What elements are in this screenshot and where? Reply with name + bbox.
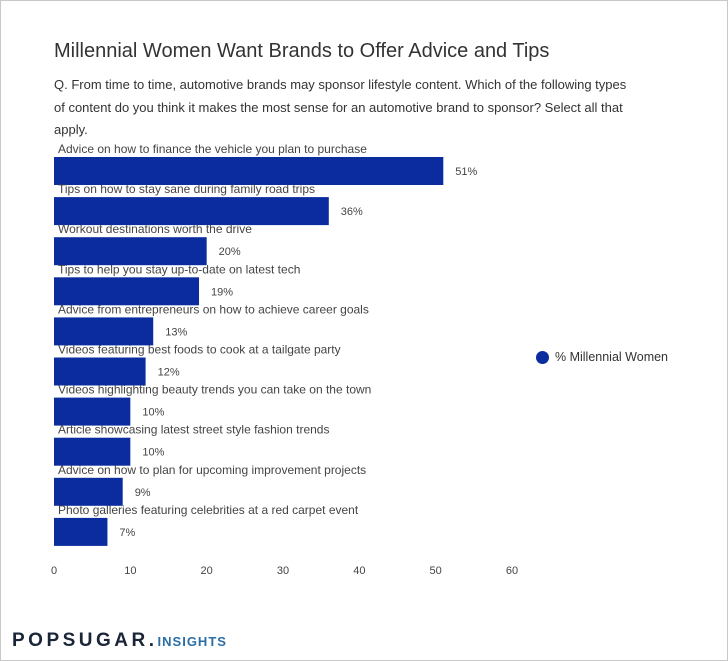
bar [54,277,200,306]
bar [54,157,444,185]
bar [54,237,207,266]
data-label: 12% [158,367,180,379]
x-tick-label: 50 [430,565,442,577]
category-label: Advice on how to finance the vehicle you… [58,142,367,156]
category-label: Videos featuring best foods to cook at a… [58,343,341,357]
brand-name: POPSUGAR. [12,630,158,651]
category-label: Workout destinations worth the drive [58,222,252,236]
data-label: 10% [142,447,164,459]
bar [54,197,329,226]
x-tick-label: 10 [124,565,136,577]
x-tick-label: 40 [353,565,365,577]
data-label: 13% [165,326,187,338]
bar [54,517,108,546]
category-label: Tips on how to stay sane during family r… [58,182,315,196]
x-tick-label: 30 [277,565,289,577]
data-label: 7% [119,527,135,539]
category-label: Photo galleries featuring celebrities at… [58,503,359,517]
brand-logo: POPSUGAR. INSIGHTS [12,630,227,652]
category-label: Advice from entrepreneurs on how to achi… [58,302,369,316]
data-label: 51% [455,166,477,178]
bar [54,317,154,346]
legend-label: % Millennial Women [555,350,669,364]
chart-title: Millennial Women Want Brands to Offer Ad… [54,40,550,62]
legend: % Millennial Women [536,350,668,364]
brand-sub: INSIGHTS [157,634,227,649]
category-label: Advice on how to plan for upcoming impro… [58,463,366,477]
category-label: Article showcasing latest street style f… [58,423,329,437]
data-label: 36% [341,206,363,218]
bar [54,357,146,386]
data-label: 19% [211,286,233,298]
x-tick-label: 60 [506,565,518,577]
survey-question: Q. From time to time, automotive brands … [54,77,627,137]
category-label: Videos highlighting beauty trends you ca… [58,383,371,397]
legend-marker [536,350,549,364]
x-tick-label: 0 [51,565,57,577]
x-tick-label: 20 [201,565,213,577]
bar [54,437,131,466]
category-label: Tips to help you stay up-to-date on late… [58,262,300,276]
data-label: 10% [142,407,164,419]
bar [54,397,131,426]
data-label: 9% [135,487,151,499]
bar [54,477,123,506]
data-label: 20% [219,246,241,258]
